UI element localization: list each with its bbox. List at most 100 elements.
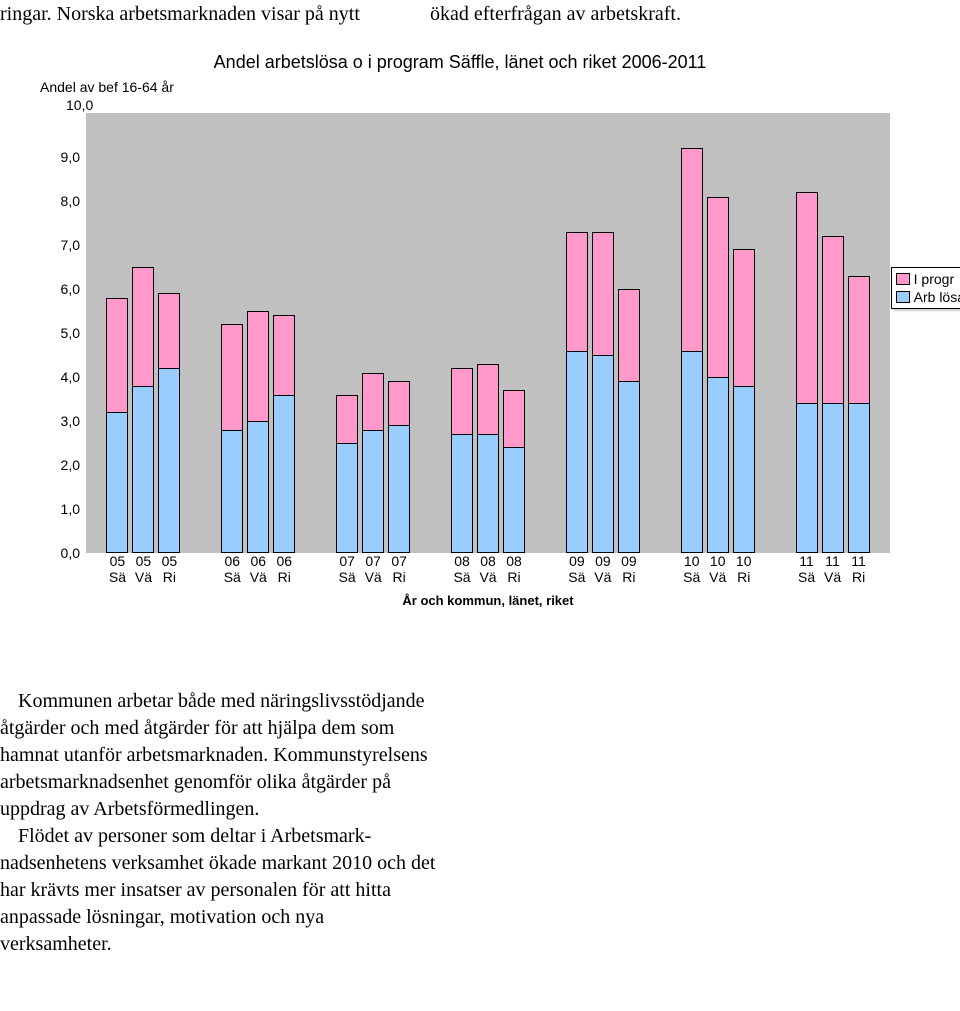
y-tick-top: 10,0 — [66, 97, 890, 113]
x-year: 10 — [733, 553, 755, 569]
header-right: ökad efterfrågan av arbetskraft. — [430, 0, 860, 28]
legend-label-prog: I progr — [914, 271, 954, 287]
x-label: Sä — [336, 569, 358, 585]
x-label: Vä — [592, 569, 614, 585]
header-text: ringar. Norska arbetsmarknaden visar på … — [0, 0, 960, 28]
y-tick: 2,0 — [61, 457, 80, 473]
bar — [796, 192, 818, 553]
x-label: Ri — [733, 569, 755, 585]
bar-segment-prog — [388, 381, 410, 425]
x-label: Ri — [848, 569, 870, 585]
x-year: 10 — [707, 553, 729, 569]
legend-item-prog: I progr — [896, 270, 960, 288]
chart-subtitle: Andel av bef 16-64 år — [40, 79, 174, 95]
y-tick: 5,0 — [61, 325, 80, 341]
bar-segment-arb — [158, 368, 180, 553]
bar-segment-arb — [592, 355, 614, 553]
bar-group — [660, 113, 775, 553]
x-group: 090909SäVäRi — [545, 553, 660, 585]
x-year: 06 — [221, 553, 243, 569]
bar — [336, 395, 358, 553]
bar-segment-arb — [566, 351, 588, 553]
x-group: 111111SäVäRi — [775, 553, 890, 585]
bar-group — [201, 113, 316, 553]
paragraph-2: Flödet av personer som deltar i Arbetsma… — [0, 823, 440, 958]
bars-row — [86, 113, 890, 553]
x-year: 09 — [566, 553, 588, 569]
x-group: 101010SäVäRi — [660, 553, 775, 585]
y-tick: 3,0 — [61, 413, 80, 429]
bar-segment-prog — [707, 197, 729, 377]
x-label: Vä — [477, 569, 499, 585]
x-year: 08 — [477, 553, 499, 569]
bar — [733, 249, 755, 553]
bar-segment-arb — [273, 395, 295, 553]
y-tick: 7,0 — [61, 237, 80, 253]
x-year: 08 — [451, 553, 473, 569]
bar — [477, 364, 499, 553]
legend-swatch-arb — [896, 291, 910, 303]
x-label: Sä — [681, 569, 703, 585]
bar — [451, 368, 473, 553]
bar — [106, 298, 128, 553]
bar-segment-prog — [247, 311, 269, 421]
y-tick: 4,0 — [61, 369, 80, 385]
bar-segment-arb — [336, 443, 358, 553]
x-year: 09 — [592, 553, 614, 569]
bar-segment-prog — [796, 192, 818, 403]
bar-segment-prog — [848, 276, 870, 404]
bar-segment-arb — [733, 386, 755, 553]
bar — [503, 390, 525, 553]
bar-segment-prog — [362, 373, 384, 430]
x-label: Sä — [566, 569, 588, 585]
bar-segment-prog — [681, 148, 703, 350]
x-label: Ri — [618, 569, 640, 585]
bar — [618, 289, 640, 553]
legend-swatch-prog — [896, 273, 910, 285]
bar — [681, 148, 703, 553]
bar-segment-arb — [106, 412, 128, 553]
x-label: Vä — [707, 569, 729, 585]
header-left: ringar. Norska arbetsmarknaden visar på … — [0, 0, 430, 28]
x-year: 11 — [796, 553, 818, 569]
y-tick: 1,0 — [61, 501, 80, 517]
x-group: 050505SäVäRi — [86, 553, 201, 585]
y-tick: 9,0 — [61, 149, 80, 165]
y-tick: 8,0 — [61, 193, 80, 209]
x-label: Ri — [388, 569, 410, 585]
x-label: Vä — [132, 569, 154, 585]
x-group: 060606SäVäRi — [201, 553, 316, 585]
bar-segment-prog — [592, 232, 614, 355]
bar-group — [86, 113, 201, 553]
bar-segment-arb — [221, 430, 243, 553]
legend-label-arb: Arb lösa — [914, 289, 960, 305]
bar-segment-arb — [132, 386, 154, 553]
x-year: 05 — [106, 553, 128, 569]
bar-segment-arb — [796, 403, 818, 553]
x-axis-title: År och kommun, länet, riket — [86, 593, 890, 608]
unemployment-chart: Andel arbetslösa o i program Säffle, län… — [30, 52, 890, 608]
plot-container: 9,08,07,06,05,04,03,02,01,00,0 I progr A… — [30, 113, 890, 553]
x-year: 07 — [362, 553, 384, 569]
bar-segment-prog — [336, 395, 358, 443]
plot-area — [86, 113, 890, 553]
x-label: Vä — [247, 569, 269, 585]
bar-segment-prog — [822, 236, 844, 403]
x-year: 05 — [132, 553, 154, 569]
bar-segment-arb — [388, 425, 410, 553]
bar-segment-prog — [106, 298, 128, 412]
bar-segment-prog — [273, 315, 295, 394]
paragraph-1: Kommunen arbetar både med näringslivsstö… — [0, 688, 440, 823]
bar-group — [775, 113, 890, 553]
x-label: Ri — [273, 569, 295, 585]
bar — [132, 267, 154, 553]
x-year: 06 — [247, 553, 269, 569]
x-label: Ri — [503, 569, 525, 585]
x-year: 06 — [273, 553, 295, 569]
x-year: 09 — [618, 553, 640, 569]
x-axis: 050505SäVäRi060606SäVäRi070707SäVäRi0808… — [86, 553, 890, 585]
bar-segment-arb — [707, 377, 729, 553]
bar-segment-arb — [822, 403, 844, 553]
bar-group — [316, 113, 431, 553]
x-year: 11 — [822, 553, 844, 569]
